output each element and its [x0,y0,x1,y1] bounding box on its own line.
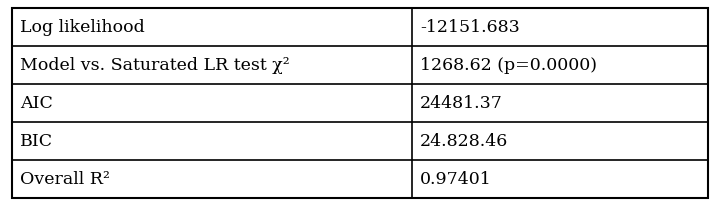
Text: 24.828.46: 24.828.46 [420,132,508,150]
Text: -12151.683: -12151.683 [420,19,520,35]
Text: BIC: BIC [20,132,53,150]
Text: Log likelihood: Log likelihood [20,19,145,35]
Text: 24481.37: 24481.37 [420,95,503,111]
Text: 1268.62 (p=0.0000): 1268.62 (p=0.0000) [420,56,597,74]
Text: Overall R²: Overall R² [20,171,110,187]
Text: 0.97401: 0.97401 [420,171,492,187]
Text: AIC: AIC [20,95,53,111]
Text: Model vs. Saturated LR test χ²: Model vs. Saturated LR test χ² [20,56,289,74]
